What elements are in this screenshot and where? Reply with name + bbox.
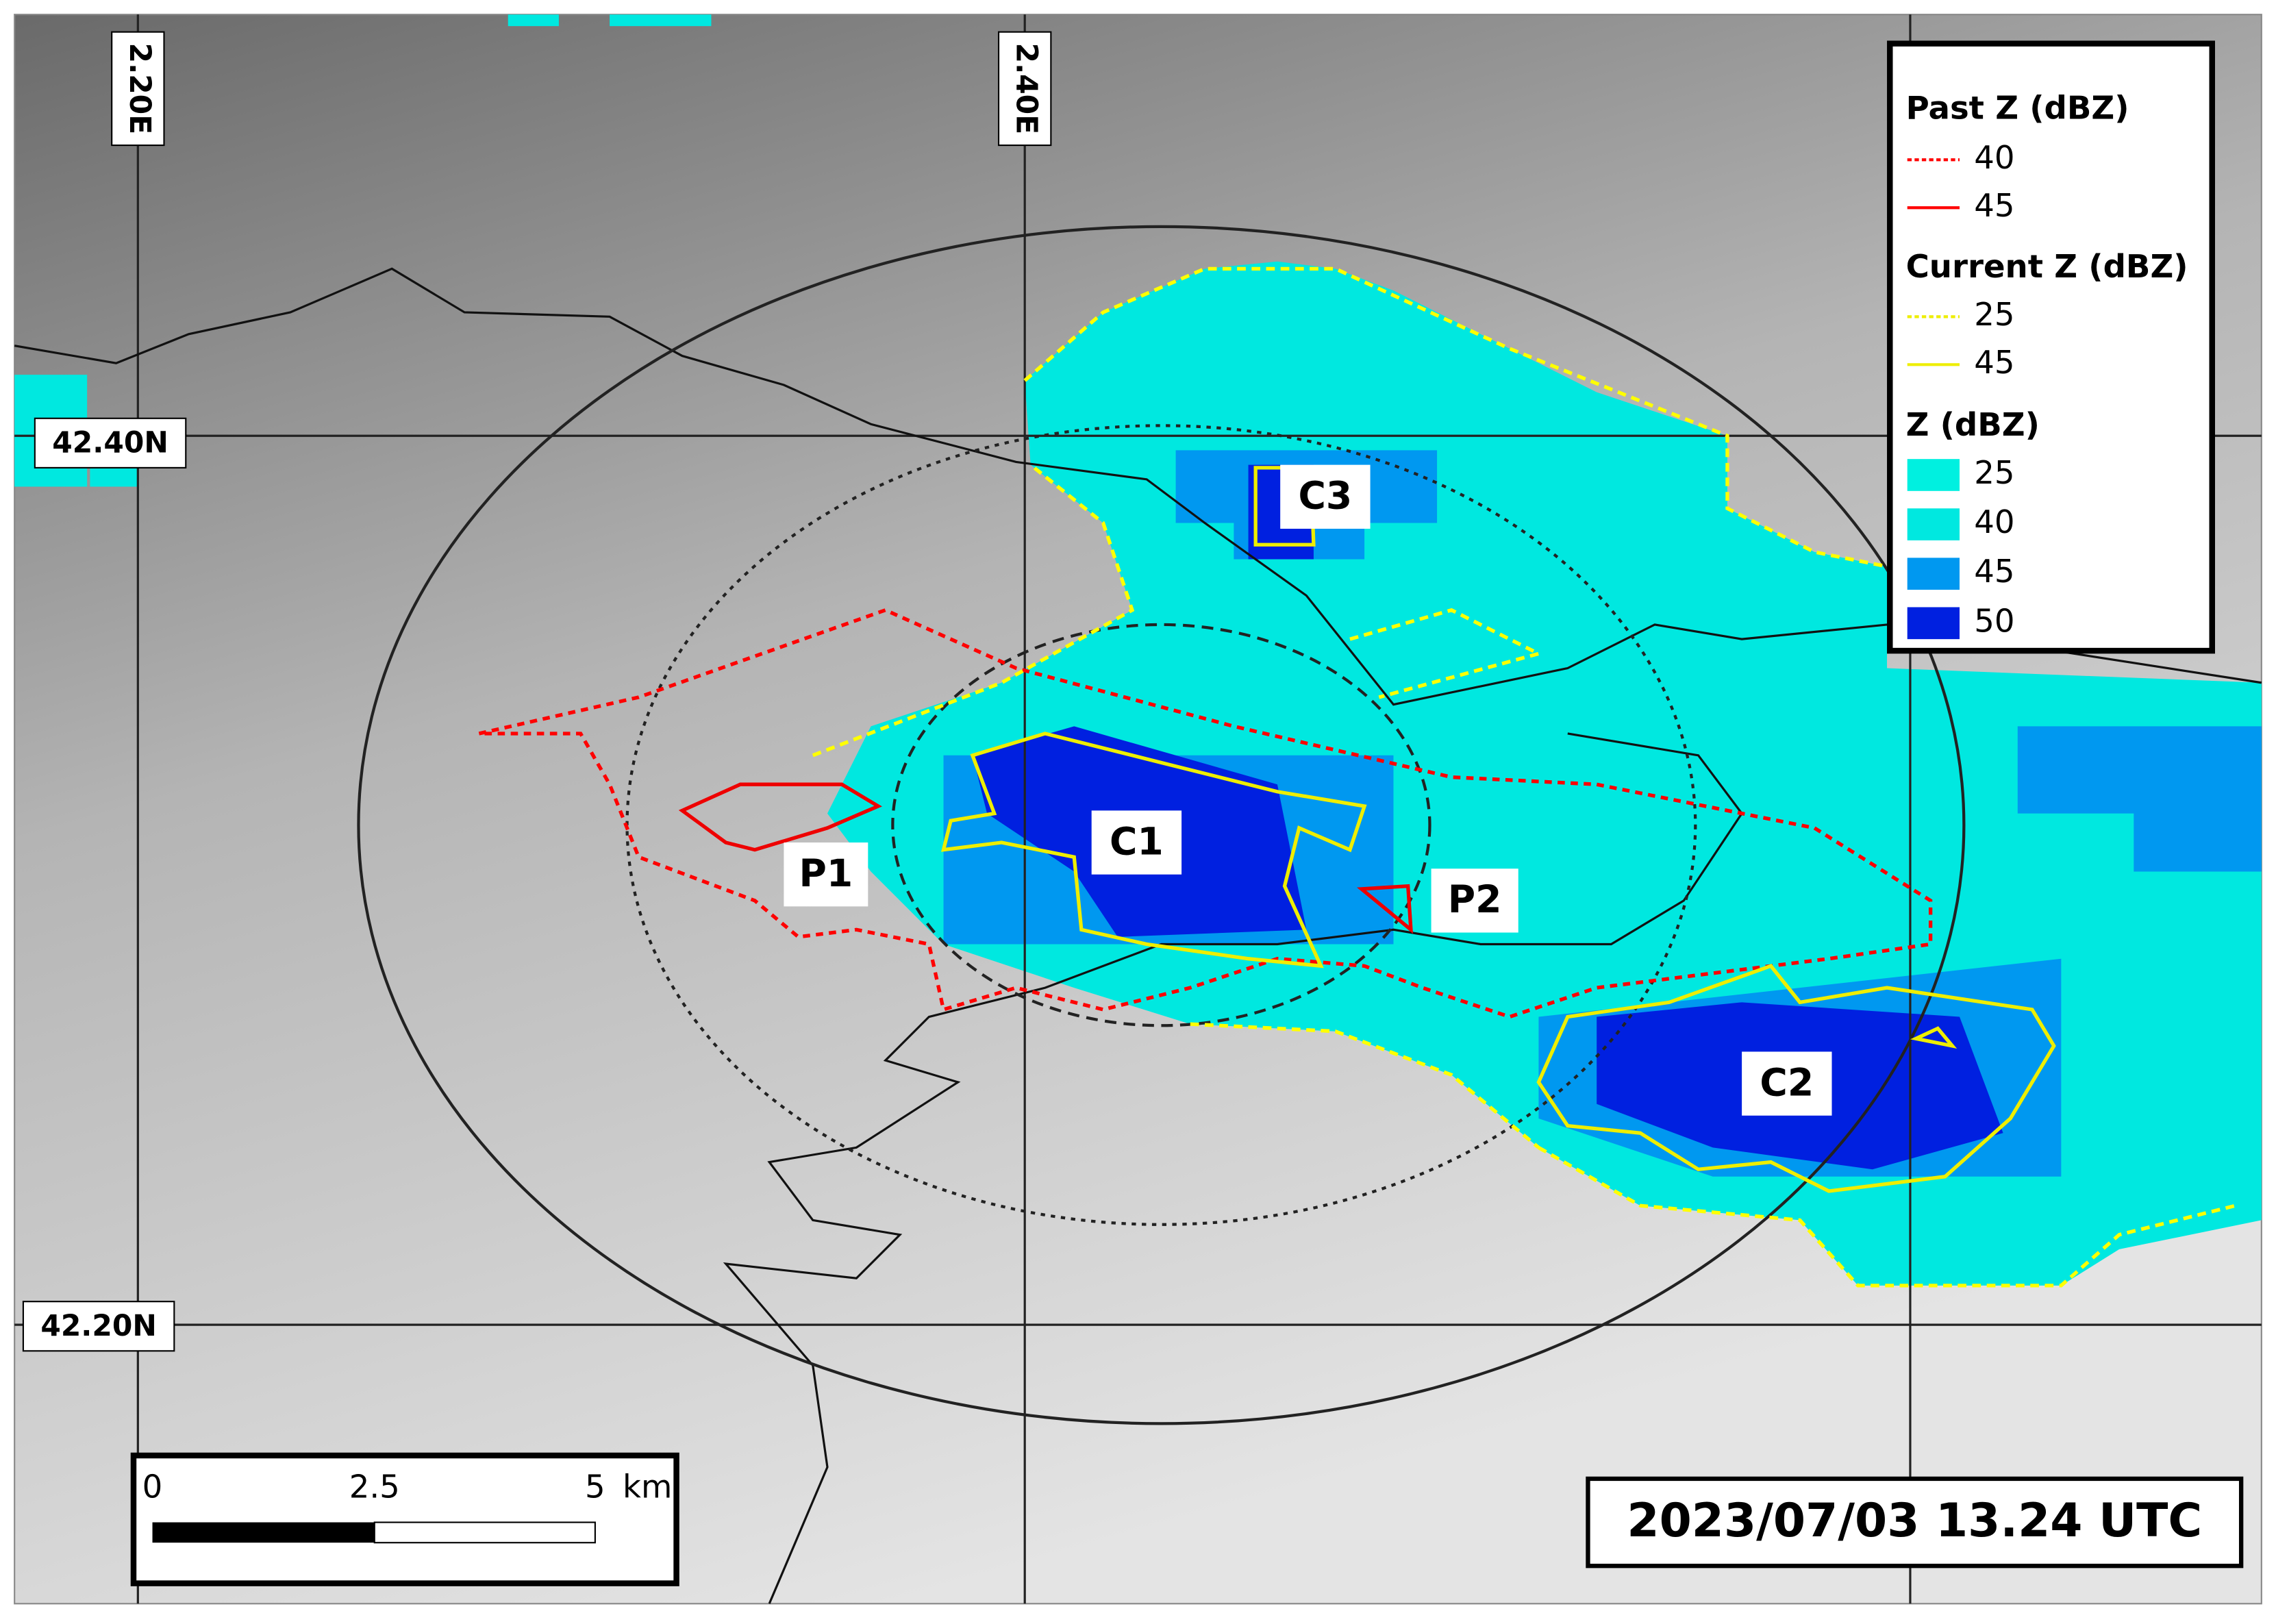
legend: Past Z (dBZ) 40 45 Current Z (dBZ) 25 45… [1887,40,2215,654]
legend-item: 40 [1974,503,2014,540]
legend-item: 25 [1974,454,2014,491]
cell-label: C3 [1299,474,1353,518]
legend-item: 45 [1974,553,2014,590]
cell-labels: C1 C2 C3 P1 P2 [784,464,1832,1116]
scale-unit: km [623,1468,672,1505]
past-cell-label: P1 [799,851,853,895]
legend-item: 40 [1974,139,2014,176]
lat-label: 42.40N [52,425,168,459]
lat-label: 42.20N [40,1309,157,1342]
scale-label: 5 [585,1468,605,1505]
timestamp-box [1586,1476,2244,1569]
legend-item: 25 [1974,296,2014,333]
legend-title: Past Z (dBZ) [1906,90,2129,127]
legend-item: 50 [1974,602,2014,639]
contours [478,266,2236,1288]
legend-title: Current Z (dBZ) [1906,248,2188,285]
legend-title: Z (dBZ) [1906,406,2040,443]
legend-item: 45 [1974,187,2014,224]
scale-label: 2.5 [349,1468,400,1505]
lon-label: 2.20E [123,43,157,135]
cell-label: C1 [1110,819,1164,863]
coastline [14,267,2262,1604]
cell-label: C2 [1760,1060,1814,1104]
legend-item: 45 [1974,344,2014,381]
grid-labels: 2.20E 2.40E 42.40N 42.20N [22,31,1052,1352]
lon-label: 2.40E [1010,43,1044,135]
scale-label: 0 [142,1468,163,1505]
timestamp: 2023/07/03 13.24 UTC [1627,1493,2202,1547]
past-cell-label: P2 [1448,877,1502,921]
scale-bar: 0 2.5 5 km [130,1452,679,1586]
